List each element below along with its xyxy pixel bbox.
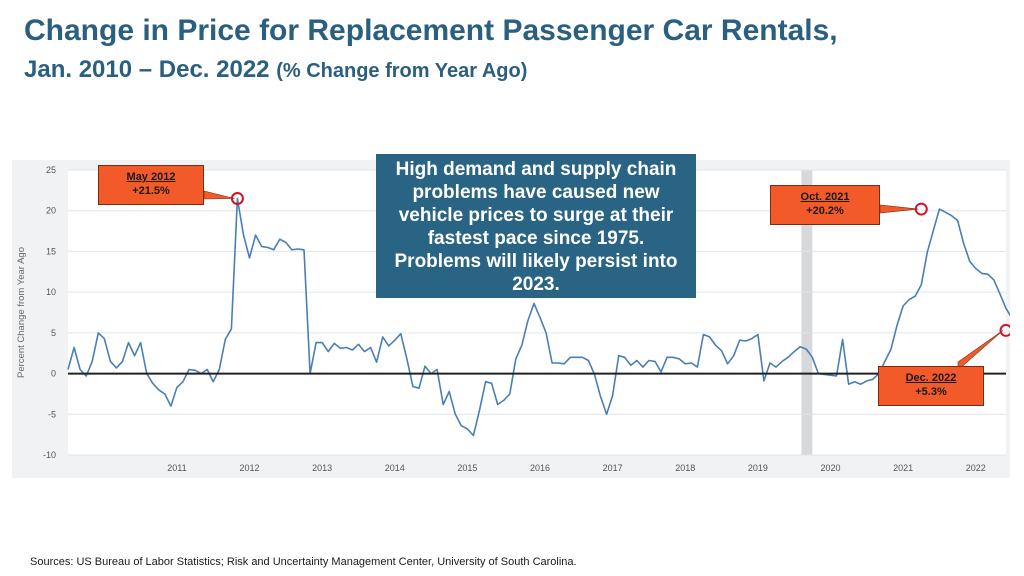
subtitle-units: (% Change from Year Ago) bbox=[276, 60, 528, 82]
y-tick-label: 15 bbox=[46, 246, 56, 256]
highlight-marker bbox=[914, 202, 928, 216]
x-tick-label: 2022 bbox=[966, 463, 986, 473]
x-tick-label: 2018 bbox=[675, 463, 695, 473]
y-tick-label: -5 bbox=[48, 409, 56, 419]
x-tick-label: 2013 bbox=[312, 463, 332, 473]
x-tick-label: 2017 bbox=[603, 463, 623, 473]
callout-value: +20.2% bbox=[806, 205, 844, 217]
callout-value: +5.3% bbox=[915, 386, 947, 398]
x-tick-label: 2016 bbox=[530, 463, 550, 473]
series-line bbox=[67, 197, 1010, 437]
callout-value: +21.5% bbox=[132, 185, 170, 197]
highlight-marker bbox=[999, 323, 1010, 337]
x-tick-label: 2012 bbox=[240, 463, 260, 473]
x-tick-label: 2014 bbox=[385, 463, 405, 473]
page-subtitle: Jan. 2010 – Dec. 2022 (% Change from Yea… bbox=[24, 56, 527, 84]
recession-band bbox=[801, 170, 813, 455]
annotation-textbox: High demand and supply chain problems ha… bbox=[376, 154, 696, 298]
callout-date: Oct. 2021 bbox=[800, 191, 850, 203]
callout-date: May 2012 bbox=[126, 171, 176, 183]
x-tick-label: 2020 bbox=[820, 463, 840, 473]
y-tick-label: 20 bbox=[46, 206, 56, 216]
y-tick-label: 0 bbox=[51, 369, 56, 379]
x-tick-label: 2011 bbox=[167, 463, 186, 473]
callout-pointer bbox=[203, 190, 235, 200]
callout-oct-2021: Oct. 2021 +20.2% bbox=[770, 185, 880, 225]
subtitle-date-range: Jan. 2010 – Dec. 2022 bbox=[24, 56, 270, 83]
callout-pointer bbox=[879, 204, 919, 214]
callout-date: Dec. 2022 bbox=[905, 372, 957, 384]
y-tick-label: 10 bbox=[46, 287, 56, 297]
x-tick-label: 2021 bbox=[893, 463, 913, 473]
page-title: Change in Price for Replacement Passenge… bbox=[24, 14, 838, 47]
callout-may-2012: May 2012 +21.5% bbox=[98, 165, 204, 205]
y-axis-title: Percent Change from Year Ago bbox=[16, 247, 27, 378]
y-tick-label: 25 bbox=[46, 165, 56, 175]
x-tick-label: 2015 bbox=[457, 463, 477, 473]
y-tick-label: 5 bbox=[51, 328, 56, 338]
y-tick-label: -10 bbox=[43, 450, 56, 460]
highlight-marker bbox=[230, 192, 244, 205]
callout-dec-2022: Dec. 2022 +5.3% bbox=[878, 366, 984, 406]
x-tick-label: 2019 bbox=[748, 463, 768, 473]
source-note: Sources: US Bureau of Labor Statistics; … bbox=[30, 556, 577, 568]
